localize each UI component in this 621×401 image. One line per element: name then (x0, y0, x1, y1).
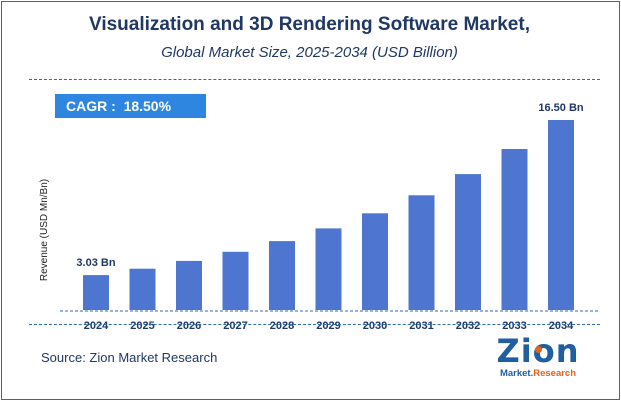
x-tick-2034: 2034 (549, 320, 574, 332)
chart-title: Visualization and 3D Rendering Software … (89, 14, 530, 35)
bar-2026 (176, 260, 202, 310)
x-tick-2032: 2032 (456, 320, 480, 332)
x-tick-2026: 2026 (177, 320, 201, 332)
x-tick-2029: 2029 (316, 320, 340, 332)
x-tick-labels: 2024 2025 2026 2027 2028 2029 2030 2031 2032 2033… (84, 320, 574, 332)
data-label-2024: 3.03 Bn (76, 257, 115, 269)
logo-tagline-research: Research (533, 368, 577, 379)
logo-tagline: Market.Research (496, 368, 580, 379)
bar-2031 (408, 195, 435, 310)
bar-2027 (222, 251, 249, 310)
bar-2028 (269, 241, 295, 310)
x-tick-2028: 2028 (270, 320, 294, 332)
x-tick-2031: 2031 (409, 320, 433, 332)
bar-2032 (455, 174, 481, 310)
cagr-label: CAGR : (66, 98, 116, 114)
x-tick-2027: 2027 (223, 320, 247, 332)
x-tick-2025: 2025 (130, 320, 154, 332)
bar-series (83, 120, 574, 310)
x-tick-2024: 2024 (84, 320, 109, 332)
bar-2033 (501, 149, 528, 310)
bar-2034 (548, 120, 574, 310)
bar-2024 (83, 275, 109, 310)
logo-dot-icon (535, 346, 542, 353)
bottom-divider (29, 324, 600, 325)
bar-2030 (362, 213, 388, 310)
cagr-badge: CAGR : 18.50% (55, 94, 206, 118)
data-label-2034: 16.50 Bn (538, 102, 584, 114)
chart-subtitle: Global Market Size, 2025-2034 (USD Billi… (161, 44, 458, 61)
bar-2029 (315, 228, 342, 310)
bar-2025 (129, 268, 156, 310)
zion-logo: Zion Market.Research (496, 332, 580, 384)
top-divider (29, 79, 600, 80)
cagr-value: 18.50% (123, 98, 172, 114)
source-note: Source: Zion Market Research (41, 350, 218, 365)
logo-tagline-market: Market. (499, 368, 534, 379)
data-labels: 3.03 Bn 16.50 Bn (76, 102, 583, 269)
x-tick-2033: 2033 (502, 320, 526, 332)
x-tick-2030: 2030 (363, 320, 387, 332)
